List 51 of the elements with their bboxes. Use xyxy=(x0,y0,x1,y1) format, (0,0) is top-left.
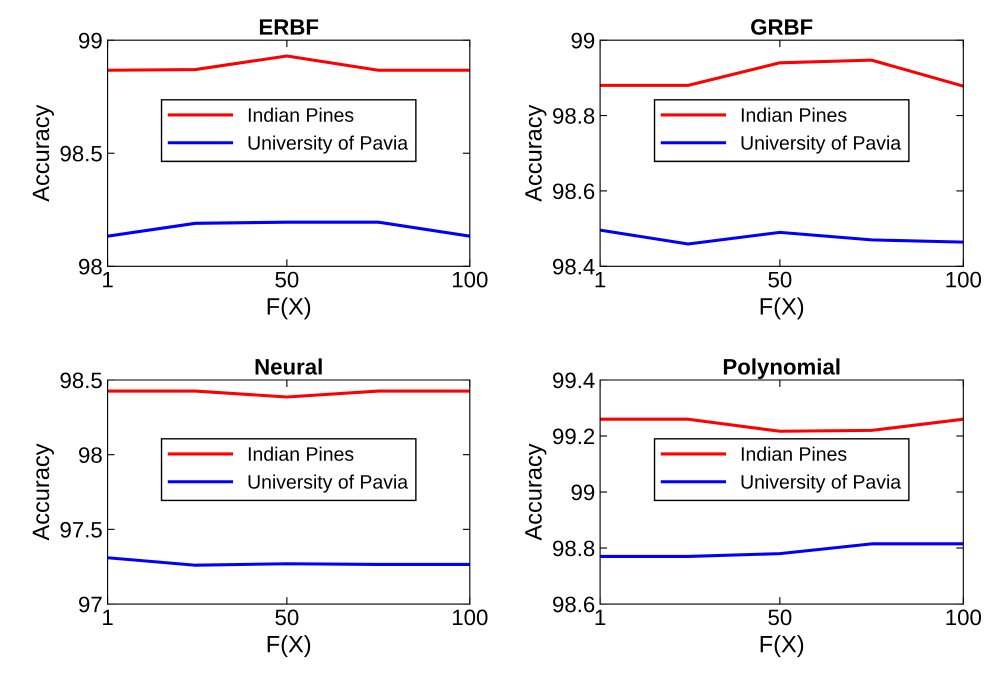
x-tick-label: 50 xyxy=(275,272,298,288)
y-axis-title: Accuracy xyxy=(525,104,546,202)
x-tick-label: 100 xyxy=(946,609,981,626)
legend-label: University of Pavia xyxy=(742,474,902,493)
y-tick-label: 99 xyxy=(79,32,102,48)
legend-label: Indian Pines xyxy=(742,446,846,461)
legend-label: University of Pavia xyxy=(742,135,902,154)
x-axis-title: F(X) xyxy=(268,635,310,658)
chart-title: GRBF xyxy=(751,19,812,35)
line-series xyxy=(600,228,964,246)
y-tick-label: 98.5 xyxy=(60,372,102,388)
y-axis-title: Accuracy xyxy=(525,444,546,541)
y-tick-label: 99 xyxy=(572,32,594,48)
x-tick-label: 100 xyxy=(452,272,488,288)
x-tick-label: 1 xyxy=(596,610,606,626)
y-tick-label: 98.4 xyxy=(553,258,595,275)
x-tick-label: 100 xyxy=(452,609,488,626)
y-tick-label: 97 xyxy=(79,596,102,612)
legend-label: Indian Pines xyxy=(248,446,354,461)
x-axis-title: F(X) xyxy=(268,297,310,320)
chart-title: ERBF xyxy=(260,19,318,35)
y-tick-label: 97.5 xyxy=(60,522,102,538)
x-tick-label: 100 xyxy=(946,272,981,288)
x-axis-title: F(X) xyxy=(760,635,804,658)
x-tick-label: 1 xyxy=(596,272,606,288)
x-tick-label: 50 xyxy=(768,609,792,626)
x-tick-label: 50 xyxy=(275,609,298,626)
y-tick-label: 99.4 xyxy=(553,372,595,388)
y-tick-label: 98.6 xyxy=(553,183,594,200)
y-tick-label: 99.2 xyxy=(553,428,594,444)
legend-label: Indian Pines xyxy=(742,108,846,122)
y-tick-label: 98 xyxy=(79,258,102,275)
y-tick-label: 99 xyxy=(572,484,594,500)
chart-title: Neural xyxy=(256,358,322,375)
legend-label: University of Pavia xyxy=(248,474,408,493)
y-axis-title: Accuracy xyxy=(32,104,54,202)
y-axis-title: Accuracy xyxy=(32,444,54,541)
y-tick-label: 98.8 xyxy=(553,108,594,124)
x-tick-label: 1 xyxy=(103,272,113,288)
x-axis-title: F(X) xyxy=(760,297,804,320)
x-tick-label: 50 xyxy=(768,272,792,288)
chart-title: Polynomial xyxy=(724,358,840,380)
y-tick-label: 98.5 xyxy=(60,146,102,162)
legend-label: Indian Pines xyxy=(248,108,354,122)
y-tick-label: 98.6 xyxy=(553,596,594,612)
legend-label: University of Pavia xyxy=(248,135,408,154)
x-tick-label: 1 xyxy=(103,610,113,626)
line-series xyxy=(108,556,470,567)
line-series xyxy=(600,58,964,88)
y-tick-label: 98 xyxy=(79,447,102,463)
y-tick-label: 98.8 xyxy=(553,540,594,556)
